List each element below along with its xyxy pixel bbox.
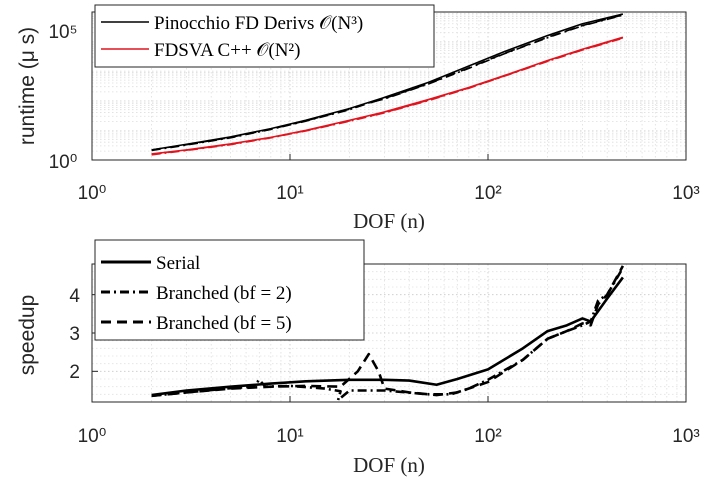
runtime-xtick-label: 10² [474, 183, 501, 204]
legend-label-branched-bf2: Branched (bf = 2) [156, 283, 292, 304]
speedup-x-axis-label: DOF (n) [353, 453, 425, 477]
legend-label-fdsva: FDSVA C++ 𝒪(N²) [154, 40, 300, 61]
speedup-series-line-1 [151, 267, 625, 402]
speedup-chart: 2 3 4 10⁰ 10¹ 10² 10³ DOF (n) speedup Se… [16, 239, 700, 477]
runtime-xtick-label: 10¹ [276, 183, 303, 204]
runtime-series-line-5 [151, 37, 624, 156]
runtime-tick-marks [91, 11, 687, 161]
speedup-series-line-2 [151, 265, 625, 398]
runtime-series-line-2 [151, 14, 624, 152]
runtime-series-line-4 [151, 36, 624, 156]
speedup-legend: Serial Branched (bf = 2) Branched (bf = … [94, 239, 365, 341]
runtime-y-axis-label: runtime (μ s) [16, 27, 39, 145]
runtime-ytick-label: 10⁰ [49, 152, 78, 173]
runtime-legend: Pinocchio FD Derivs 𝒪(N³) FDSVA C++ 𝒪(N²… [94, 4, 435, 68]
runtime-chart: 10⁰ 10⁵ 10⁰ 10¹ 10² 10³ DOF (n) runtime … [16, 4, 700, 233]
runtime-xtick-label: 10³ [672, 183, 699, 204]
runtime-series-group [151, 13, 624, 156]
runtime-x-axis-label: DOF (n) [353, 209, 425, 233]
speedup-ytick-label: 2 [69, 362, 80, 383]
speedup-ytick-label: 3 [69, 324, 80, 345]
speedup-xtick-label: 10¹ [276, 426, 303, 447]
runtime-series-line-0 [151, 13, 624, 151]
speedup-xtick-label: 10⁰ [78, 426, 107, 447]
runtime-ytick-label: 10⁵ [48, 22, 77, 43]
speedup-xtick-label: 10² [474, 426, 501, 447]
speedup-ytick-label: 4 [69, 286, 80, 307]
speedup-xtick-label: 10³ [672, 426, 699, 447]
speedup-series-group [151, 265, 625, 402]
runtime-xtick-label: 10⁰ [78, 183, 107, 204]
speedup-y-axis-label: speedup [16, 295, 39, 376]
legend-label-serial: Serial [156, 253, 200, 274]
runtime-legend-box [94, 4, 435, 68]
legend-label-pinocchio: Pinocchio FD Derivs 𝒪(N³) [154, 13, 363, 34]
legend-label-branched-bf5: Branched (bf = 5) [156, 313, 292, 334]
